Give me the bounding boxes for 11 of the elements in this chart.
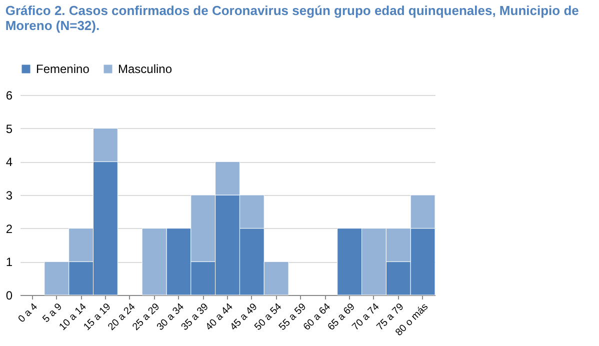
y-tick-label: 0: [6, 288, 13, 302]
y-tick-label: 5: [6, 122, 13, 136]
y-tick-label: 6: [6, 88, 13, 102]
y-tick-label: 4: [6, 155, 13, 170]
y-tick-label: 2: [6, 222, 13, 236]
legend-label: Femenino: [36, 62, 90, 76]
x-tick-label: 0 a 4: [16, 301, 40, 326]
chart-title: Gráfico 2. Casos confirmados de Coronavirus según grupo edad quinquenales, Municipio de Moreno (N=32).: [5, 3, 579, 33]
legend-label: Masculino: [118, 62, 172, 76]
y-tick-label: 3: [6, 188, 13, 202]
y-tick-label: 1: [6, 255, 13, 270]
